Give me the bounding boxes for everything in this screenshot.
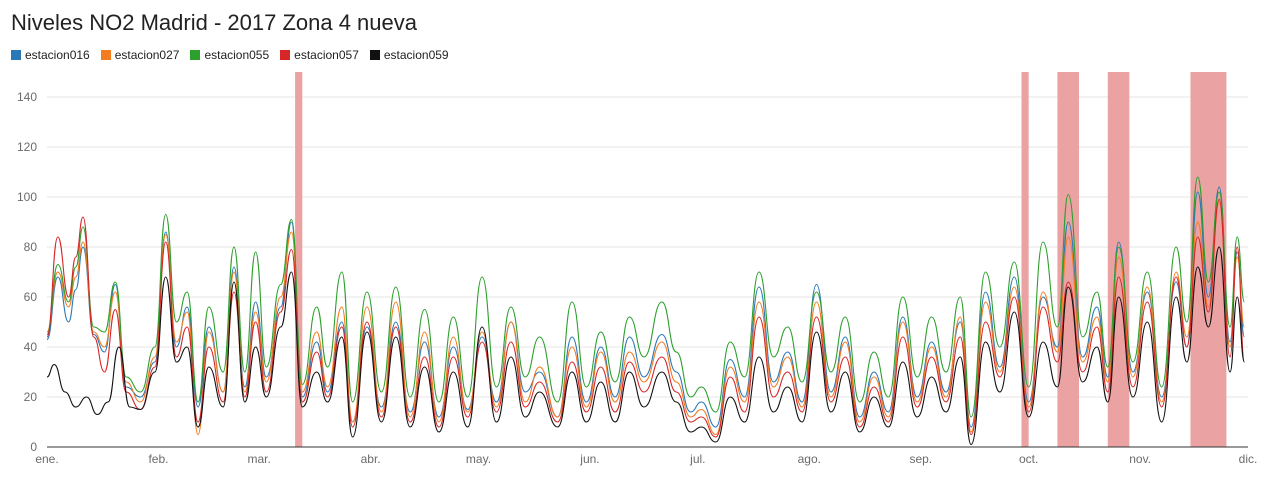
highlight-band <box>295 72 303 447</box>
series-line <box>46 201 1245 436</box>
x-tick-label: sep. <box>909 452 932 466</box>
highlight-band <box>1190 72 1227 447</box>
legend-swatch <box>369 50 380 60</box>
legend-item: estacion057 <box>280 48 359 62</box>
y-tick-label: 100 <box>17 190 37 204</box>
series-line <box>46 246 1245 446</box>
highlight-band <box>1021 72 1029 447</box>
legend-item: estacion059 <box>369 48 449 62</box>
x-tick-label: nov. <box>1129 452 1151 466</box>
legend-label: estacion055 <box>204 48 270 62</box>
x-tick-label: abr. <box>361 452 381 466</box>
x-tick-label: jul. <box>689 452 705 466</box>
x-tick-label: jun. <box>579 452 599 466</box>
x-tick-label: may. <box>466 452 491 466</box>
y-tick-label: 0 <box>30 440 37 454</box>
x-tick-label: ago. <box>798 452 821 466</box>
y-tick-label: 40 <box>24 340 38 354</box>
legend-swatch <box>11 50 21 60</box>
series-line <box>46 198 1245 438</box>
legend-item: estacion055 <box>190 48 269 62</box>
y-tick-label: 120 <box>17 140 37 154</box>
legend-swatch <box>280 50 291 60</box>
highlight-band <box>1057 72 1079 447</box>
x-tick-label: feb. <box>148 452 168 466</box>
legend-item: estacion016 <box>11 48 90 62</box>
x-tick-label: ene. <box>35 452 58 466</box>
series-line <box>46 176 1245 418</box>
legend-label: estacion057 <box>294 48 359 62</box>
legend-label: estacion027 <box>114 48 180 62</box>
legend-label: estacion059 <box>383 48 449 62</box>
y-tick-label: 140 <box>17 90 37 104</box>
y-tick-label: 80 <box>24 240 38 254</box>
x-tick-label: dic. <box>1239 452 1258 466</box>
y-tick-label: 20 <box>24 390 38 404</box>
x-tick-label: oct. <box>1019 452 1038 466</box>
y-tick-label: 60 <box>24 290 38 304</box>
legend-swatch <box>190 50 201 60</box>
legend-item: estacion027 <box>100 48 180 62</box>
legend: estacion016 estacion027 estacion055 estacio… <box>11 48 449 62</box>
legend-swatch <box>100 50 111 60</box>
chart-title: Niveles NO2 Madrid - 2017 Zona 4 nueva <box>11 10 417 35</box>
legend-label: estacion016 <box>25 48 90 62</box>
x-tick-label: mar. <box>247 452 270 466</box>
